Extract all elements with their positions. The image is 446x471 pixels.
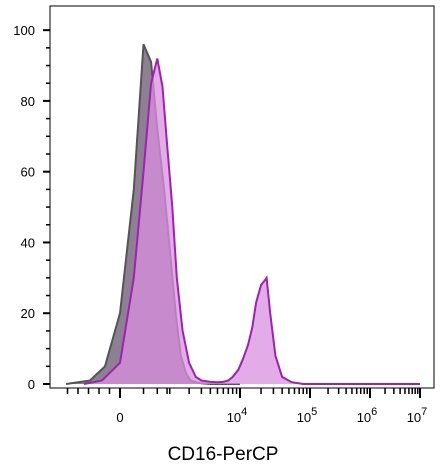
- x-axis: 0 104 105 106 107: [66, 388, 428, 425]
- x-tick-label: 106: [357, 406, 378, 425]
- x-tick-label: 107: [407, 406, 428, 425]
- y-tick-label: 60: [21, 165, 35, 180]
- plot-frame: [49, 5, 435, 389]
- y-tick-label: 40: [21, 235, 35, 250]
- series-layer: [65, 43, 420, 385]
- y-axis: 0 20 40 60 80 100: [13, 23, 50, 392]
- y-tick-label: 20: [21, 306, 35, 321]
- x-axis-label: CD16-PerCP: [167, 444, 279, 465]
- x-tick-label: 104: [227, 406, 248, 425]
- series-1-area: [84, 58, 420, 384]
- y-tick-label: 80: [21, 94, 35, 109]
- series-1-line: [83, 58, 420, 385]
- y-tick-label: 0: [28, 377, 35, 392]
- y-tick-label: 100: [13, 23, 35, 38]
- x-tick-label: 0: [116, 410, 123, 425]
- x-tick-label: 105: [297, 406, 318, 425]
